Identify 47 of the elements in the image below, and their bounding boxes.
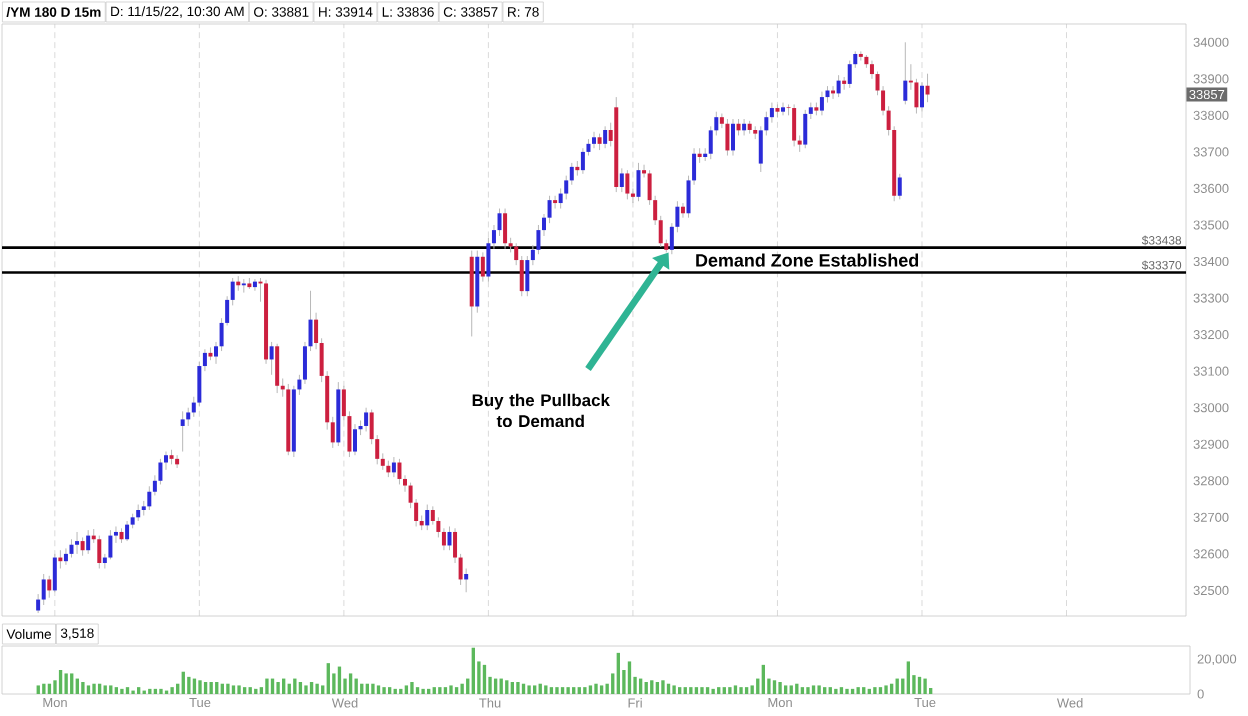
candlestick	[180, 410, 185, 453]
candlestick	[108, 529, 113, 560]
annotation: Demand Zone Established	[696, 253, 919, 267]
candlestick	[464, 567, 469, 593]
candlestick	[391, 456, 396, 478]
candlestick	[903, 41, 908, 105]
candlestick	[897, 173, 902, 200]
candlestick	[125, 520, 130, 542]
candlestick	[241, 278, 246, 294]
candlestick	[836, 74, 841, 98]
candlestick	[52, 553, 57, 593]
candlestick	[97, 535, 102, 569]
candlestick	[925, 73, 930, 103]
candlestick	[603, 125, 608, 149]
candlestick	[680, 202, 685, 219]
annotation: Buy the Pullback to Demand	[472, 393, 610, 428]
candlestick	[41, 573, 46, 606]
candlestick	[364, 407, 369, 432]
candlestick	[730, 118, 735, 157]
candlestick	[275, 343, 280, 394]
candlestick	[425, 504, 430, 531]
candlestick	[625, 169, 630, 200]
candlestick	[592, 131, 597, 149]
candlestick	[480, 251, 485, 283]
candlestick	[619, 167, 624, 193]
candlestick	[725, 118, 730, 157]
candlestick	[792, 103, 797, 147]
candlestick	[742, 118, 747, 136]
candlestick	[269, 341, 274, 376]
candlestick	[447, 525, 452, 551]
candlestick	[352, 423, 357, 456]
candlestick	[819, 91, 824, 116]
candlestick	[69, 538, 74, 559]
candlestick	[919, 81, 924, 113]
candlestick	[63, 547, 68, 566]
candlestick	[503, 208, 508, 250]
candlestick	[75, 531, 80, 555]
candlestick	[580, 147, 585, 175]
candlestick	[636, 162, 641, 202]
candlestick	[803, 109, 808, 149]
candlestick	[47, 575, 52, 599]
candlestick	[781, 102, 786, 116]
candlestick	[175, 454, 180, 469]
candlestick	[553, 195, 558, 210]
candlestick	[397, 458, 402, 485]
candlestick	[86, 529, 91, 555]
candlestick	[80, 536, 85, 557]
